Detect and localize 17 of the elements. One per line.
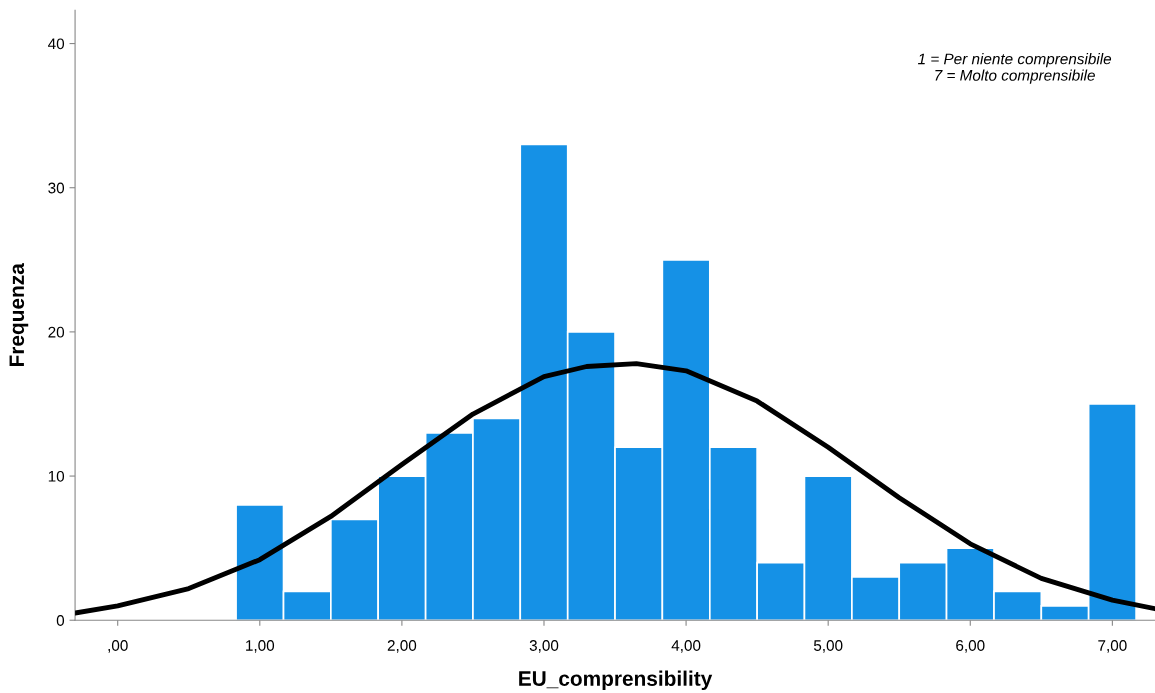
x-tick-label: 3,00 — [529, 640, 559, 653]
y-tick-label: 0 — [56, 615, 65, 626]
x-tick-label: 4,00 — [671, 640, 701, 653]
annotation: 1 = Per niente comprensibile 7 = Molto comprensibile — [917, 53, 1112, 84]
x-tick-label: 2,00 — [387, 640, 417, 653]
x-tick-label: 5,00 — [813, 640, 843, 653]
x-tick-label: 1,00 — [246, 640, 275, 653]
line-series — [75, 361, 1155, 616]
y-axis-title: Frequenza — [9, 263, 29, 367]
y-tick-label: 40 — [48, 38, 65, 50]
x-tick-label: ,00 — [108, 640, 128, 653]
y-tick-label: 30 — [48, 182, 65, 194]
x-tick-label: 6,00 — [956, 640, 985, 653]
y-tick-label: 20 — [48, 326, 65, 338]
y-tick-label: 10 — [48, 470, 65, 482]
x-axis-title: EU_comprensibility — [519, 670, 713, 691]
x-tick-label: 7,00 — [1098, 640, 1127, 653]
